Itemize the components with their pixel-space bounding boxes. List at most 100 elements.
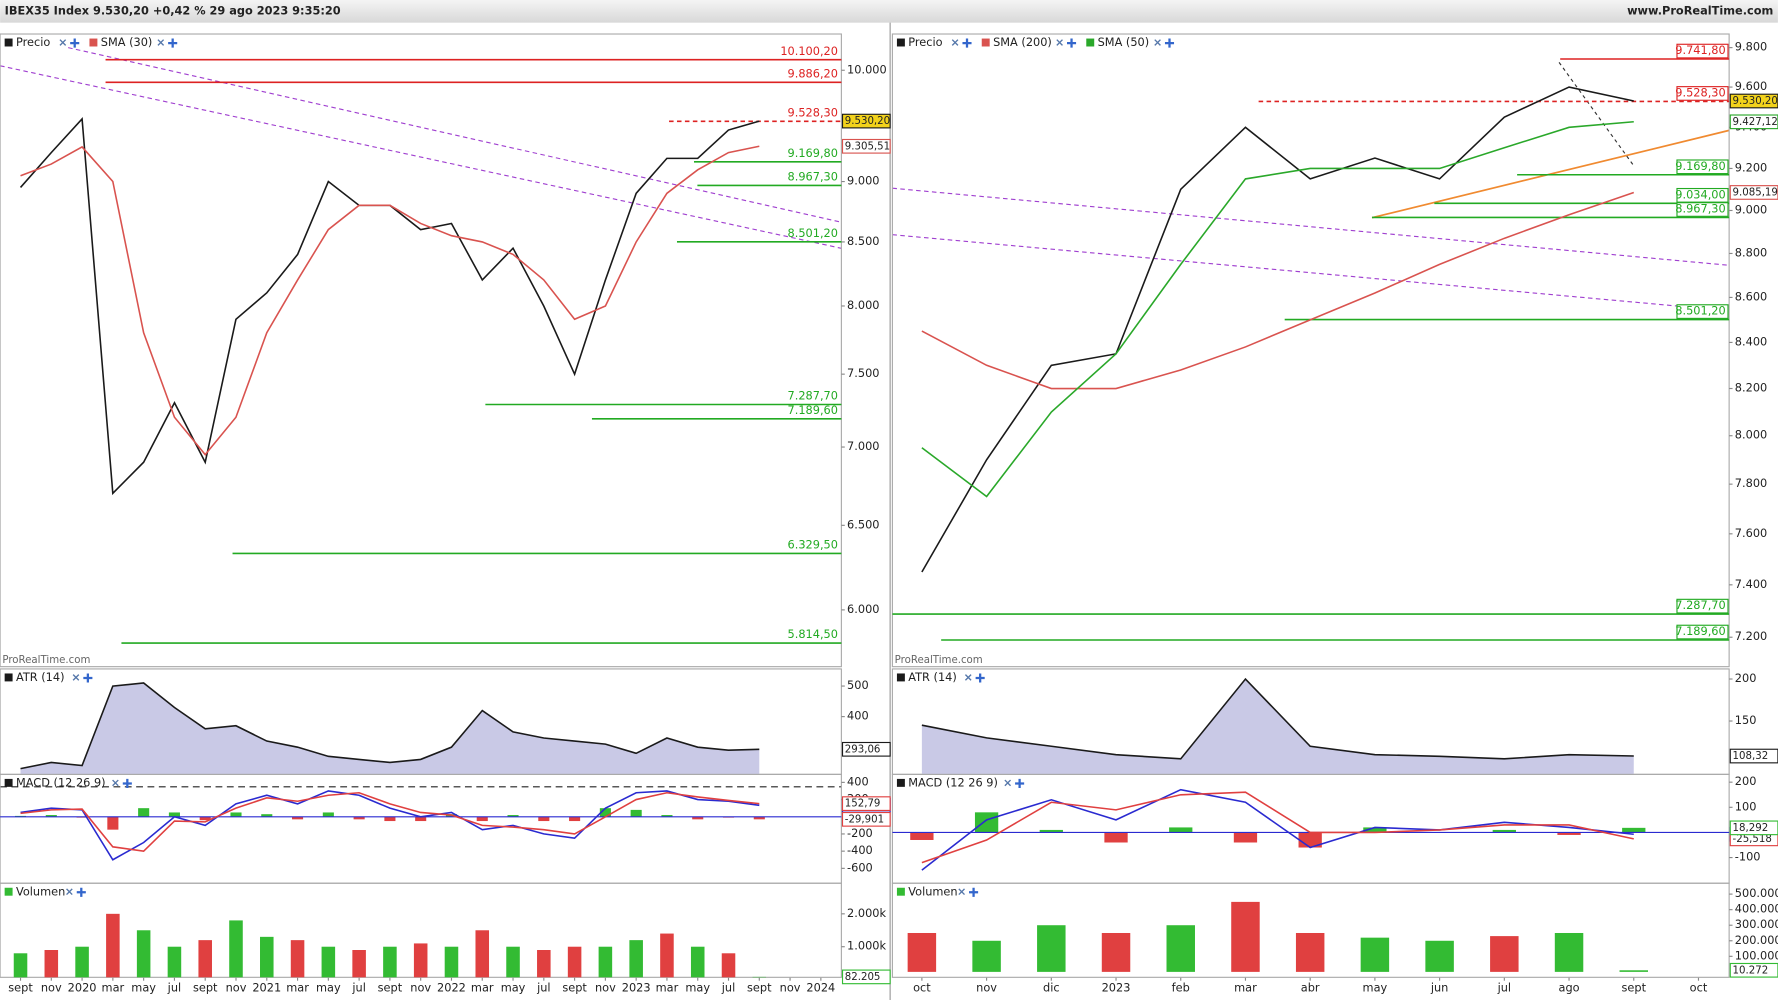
level-label-box — [1676, 159, 1729, 175]
series-line — [20, 791, 760, 852]
y-tick-label: 8.200 — [1735, 381, 1767, 395]
legend-label[interactable]: Precio — [16, 35, 50, 49]
histogram-bar — [630, 809, 642, 817]
x-tick-label: jul — [721, 981, 735, 995]
legend-label[interactable]: SMA (200) — [993, 35, 1052, 49]
series-line — [921, 791, 1634, 864]
volume-bar — [1295, 932, 1325, 972]
level-label: 9.034,00 — [1675, 187, 1725, 201]
legend-icon — [112, 779, 119, 787]
level-label: 10.100,20 — [780, 44, 838, 58]
y-tick-label: 9.600 — [1735, 79, 1767, 93]
y-tick-label: 400 — [847, 774, 869, 788]
histogram-bar — [538, 816, 550, 822]
legend-swatch — [896, 778, 905, 787]
x-tick-label: 2023 — [622, 981, 651, 995]
legend-icon — [1056, 39, 1063, 46]
y-tick-label: -400 — [847, 843, 873, 857]
legend-label[interactable]: ATR (14) — [908, 670, 957, 684]
x-tick-label: may — [1363, 981, 1388, 995]
x-tick-label: nov — [410, 981, 431, 995]
legend-label[interactable]: MACD (12 26 9) — [16, 775, 106, 789]
volume-bar — [321, 946, 336, 978]
legend-label[interactable]: Volumen — [908, 884, 957, 898]
volume-bar — [629, 940, 643, 978]
y-tick-label: 100.000 — [1735, 948, 1778, 962]
x-tick-label: feb — [1172, 981, 1190, 995]
level-label: 9.528,30 — [1675, 85, 1725, 99]
level-label: 5.814,50 — [788, 627, 838, 641]
value-tag-label: 152,79 — [845, 799, 881, 810]
legend-icon — [951, 39, 959, 46]
x-tick-label: 2020 — [68, 981, 97, 995]
y-tick-label: 7.000 — [847, 439, 879, 453]
histogram-bar — [230, 812, 242, 817]
legend-label[interactable]: Precio — [908, 35, 942, 49]
y-tick-label: 8.800 — [1735, 245, 1767, 259]
x-tick-label: jul — [1497, 981, 1511, 995]
legend-swatch — [89, 38, 98, 47]
histogram-bar — [599, 808, 611, 817]
legend-swatch — [896, 38, 905, 47]
legend-label[interactable]: SMA (50) — [1098, 35, 1150, 49]
series-line — [921, 86, 1634, 573]
histogram-bar — [1622, 827, 1646, 833]
y-tick-label: 10.000 — [847, 62, 887, 76]
y-tick-label: 8.500 — [847, 234, 879, 248]
value-tag — [841, 138, 891, 154]
level-label-box — [1676, 86, 1729, 101]
legend-label[interactable]: Volumen — [16, 884, 65, 898]
legend-icon — [59, 39, 67, 46]
x-tick-label: jul — [536, 981, 550, 995]
level-label: 7.287,70 — [788, 389, 838, 403]
y-tick-label: 8.000 — [847, 298, 879, 312]
legend-swatch — [981, 38, 990, 47]
histogram-bar — [353, 816, 365, 820]
panel-frame — [891, 882, 1730, 978]
series-line — [20, 682, 760, 770]
value-tag-label: 10.272 — [1733, 965, 1769, 976]
y-tick-label: 500 — [847, 678, 869, 692]
volume-bar — [537, 950, 551, 978]
series-line — [20, 145, 760, 456]
legend-icon — [1015, 778, 1025, 788]
y-tick-label: 2.000k — [847, 906, 886, 920]
legend-icon — [83, 673, 93, 683]
header-site[interactable]: www.ProRealTime.com — [1627, 3, 1773, 17]
x-tick-label: jul — [351, 981, 365, 995]
x-tick-label: nov — [41, 981, 62, 995]
value-tag-label: 18,292 — [1733, 823, 1769, 834]
volume-bar — [506, 946, 520, 978]
histogram-bar — [1233, 832, 1258, 843]
value-tag-label: -29,901 — [845, 814, 884, 825]
y-tick-label: 400 — [847, 709, 869, 723]
series-line — [19, 117, 760, 496]
volume-bar — [1101, 932, 1131, 972]
trendline — [1558, 62, 1634, 165]
y-tick-label: 6.500 — [847, 517, 879, 531]
trendline — [892, 234, 1679, 307]
histogram-bar — [384, 816, 396, 822]
series-line — [20, 790, 760, 861]
x-tick-label: may — [501, 981, 526, 995]
volume-bar — [136, 930, 151, 978]
x-tick-label: sept — [1622, 981, 1647, 995]
series-line — [921, 120, 1634, 498]
volume-bar — [1490, 936, 1519, 972]
area — [921, 679, 1634, 775]
legend-label[interactable]: SMA (30) — [101, 35, 153, 49]
x-tick-label: nov — [595, 981, 616, 995]
legend-label[interactable]: MACD (12 26 9) — [908, 775, 998, 789]
volume-bar — [167, 946, 182, 978]
legend-label[interactable]: ATR (14) — [16, 670, 65, 684]
x-tick-label: sept — [378, 981, 403, 995]
y-tick-label: 8.400 — [1735, 334, 1767, 348]
value-tag — [841, 796, 891, 811]
y-tick-label: 200 — [1735, 671, 1757, 685]
area — [20, 682, 760, 775]
value-tag-label: 9.427,12 — [1733, 117, 1778, 128]
level-label-box — [1676, 598, 1729, 614]
legend-icon — [1067, 38, 1077, 48]
